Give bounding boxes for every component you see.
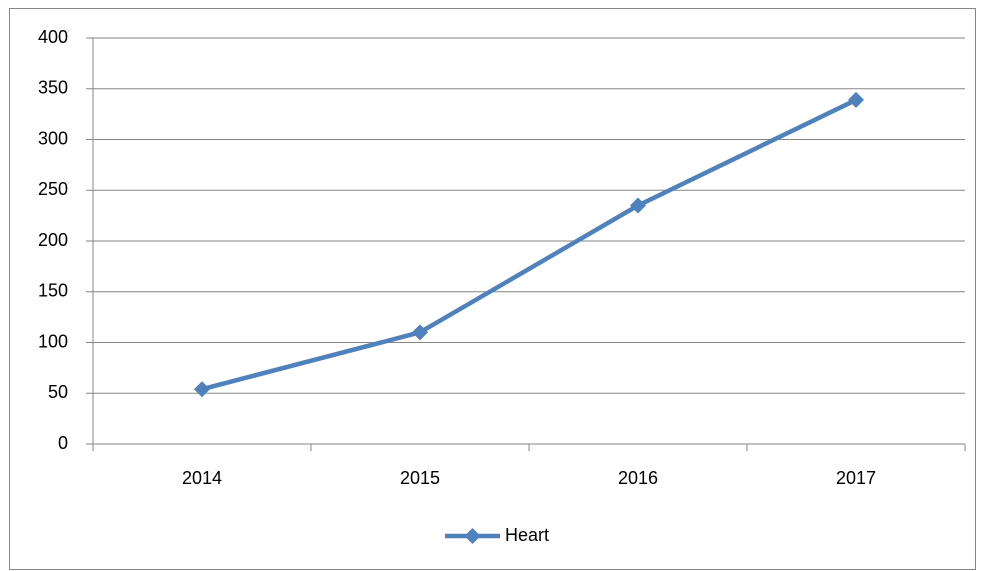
y-tick-label: 100 [38,331,68,351]
marker [194,381,210,398]
marker [630,197,646,214]
y-tick-label: 150 [38,281,68,301]
legend-label: Heart [505,525,549,545]
x-tick-label: 2015 [400,468,440,488]
legend-marker [464,528,481,544]
y-tick-label: 250 [38,179,68,199]
y-tick-label: 200 [38,230,68,250]
marker [848,91,864,108]
x-tick-label: 2017 [836,468,876,488]
y-tick-label: 400 [38,27,68,47]
y-tick-label: 350 [38,78,68,98]
series-line [201,97,857,392]
x-tick-label: 2016 [618,468,658,488]
x-tick-label: 2014 [182,468,222,488]
marker [412,324,428,341]
y-tick-label: 0 [58,433,68,453]
y-tick-label: 300 [38,128,68,148]
y-tick-label: 50 [48,382,68,402]
